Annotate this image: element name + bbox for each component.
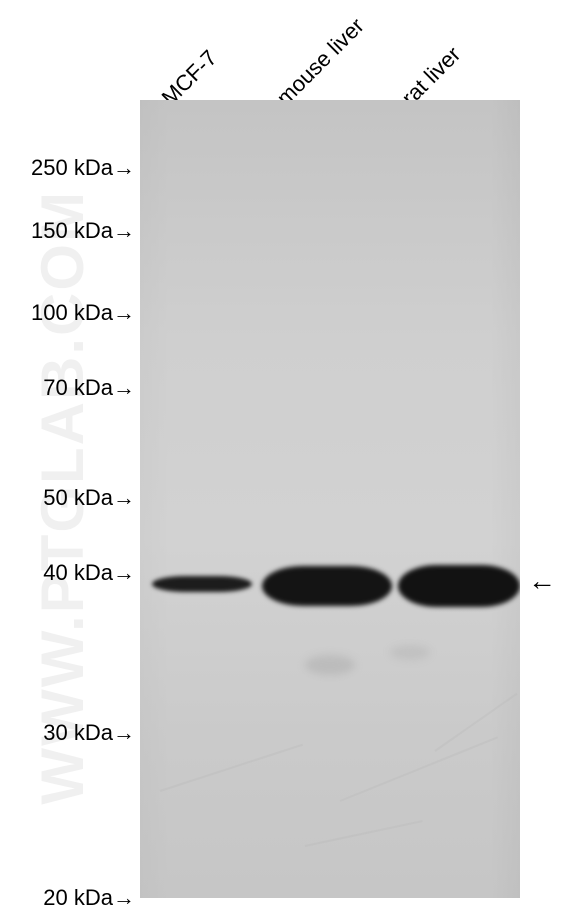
marker-label: 70 kDa→ (43, 375, 135, 401)
marker-label: 150 kDa→ (31, 218, 135, 244)
smudge (390, 645, 430, 660)
band-lane-3 (398, 565, 520, 607)
band-lane-1 (152, 576, 252, 592)
blot-figure: WWW.PTGLAB.COM MCF-7 mouse liver rat liv… (0, 0, 570, 903)
marker-label: 100 kDa→ (31, 300, 135, 326)
marker-label: 40 kDa→ (43, 560, 135, 586)
marker-label: 20 kDa→ (43, 885, 135, 911)
marker-label: 30 kDa→ (43, 720, 135, 746)
marker-label: 50 kDa→ (43, 485, 135, 511)
blot-membrane (140, 100, 520, 898)
lane-label: mouse liver (272, 13, 370, 111)
band-lane-2 (262, 566, 392, 606)
band-arrow-icon: ← (528, 565, 556, 597)
marker-label: 250 kDa→ (31, 155, 135, 181)
smudge (305, 655, 355, 675)
